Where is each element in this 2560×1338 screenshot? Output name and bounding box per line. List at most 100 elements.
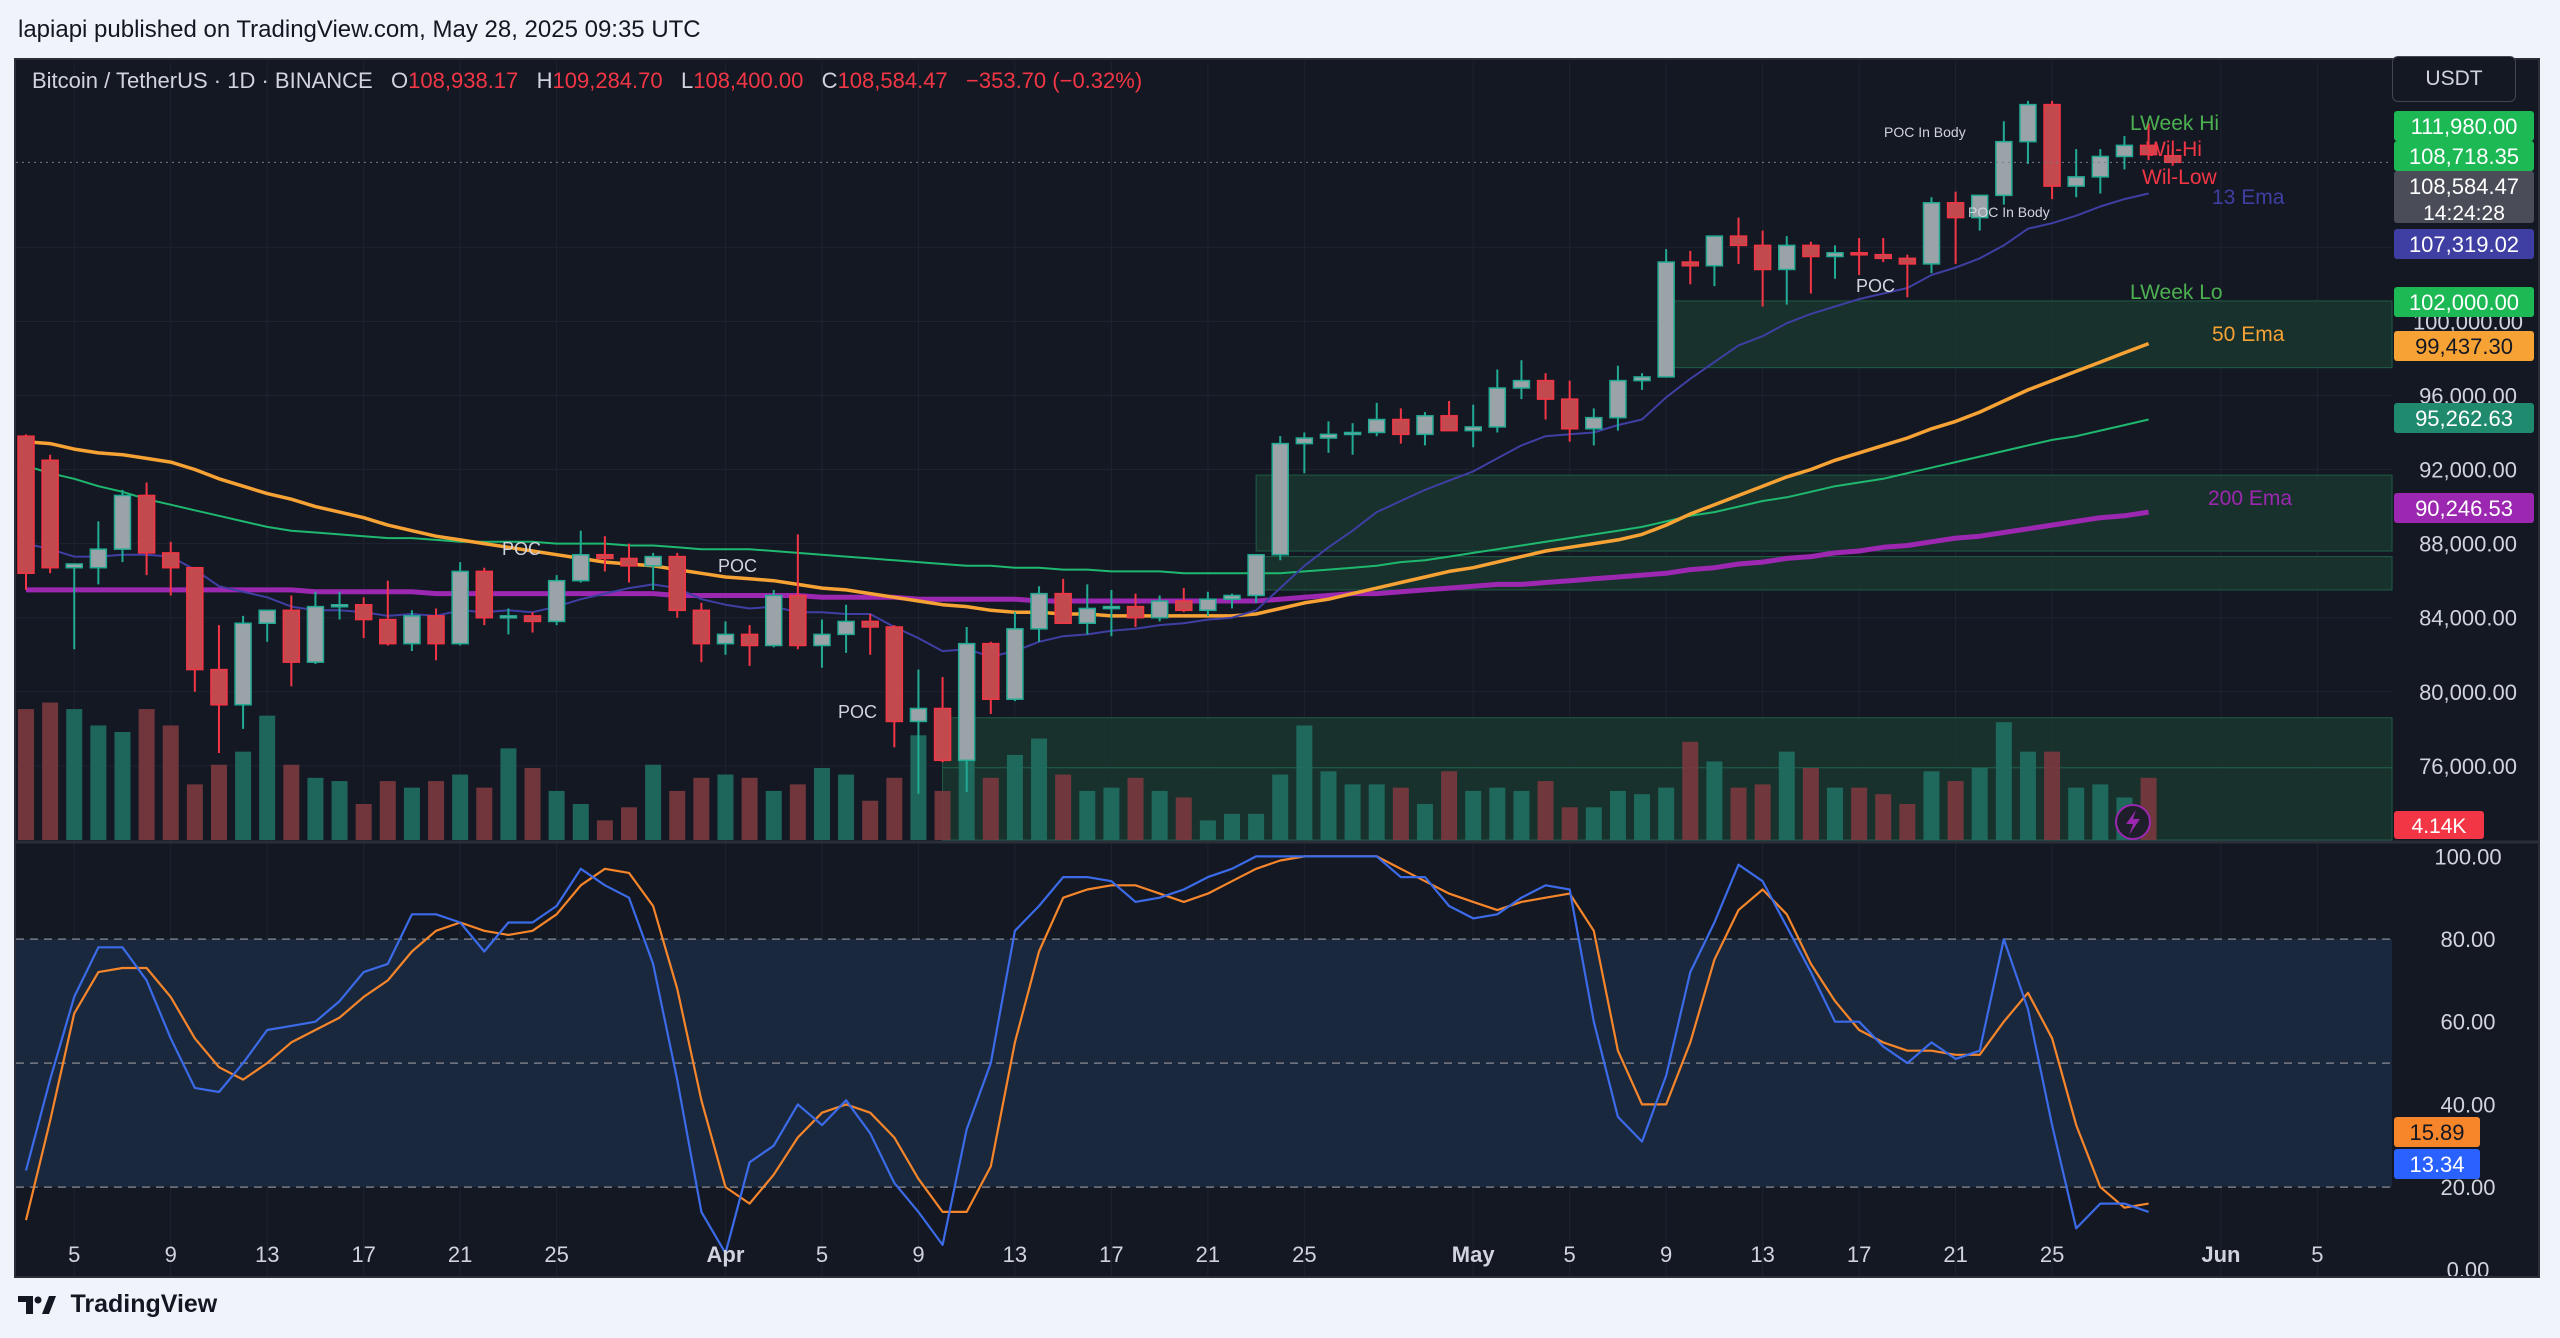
volume-bar xyxy=(1513,790,1530,840)
candle-body xyxy=(547,579,566,623)
oscillator-pane: 100.00 80.00 60.00 40.00 20.00 0.00 15.89 13.34 xyxy=(16,844,2502,1276)
volume-bar xyxy=(596,820,613,840)
time-tick-label: 5 xyxy=(2311,1242,2323,1267)
time-tick-label: 5 xyxy=(1564,1242,1576,1267)
candle-body xyxy=(2139,144,2158,156)
volume-bar xyxy=(42,702,59,840)
price-tag-lweek_hi: 111,980.00 xyxy=(2411,114,2518,139)
candle-body xyxy=(644,555,662,567)
volume-bar xyxy=(162,725,179,840)
price-tag-wil_hi-bg xyxy=(2394,141,2534,171)
volume-bar xyxy=(1706,761,1723,840)
time-tick-label: 25 xyxy=(1292,1242,1316,1267)
candle-body xyxy=(572,553,590,582)
volume-tag-bg xyxy=(2394,811,2484,839)
currency-unit-button[interactable]: USDT xyxy=(2392,56,2516,102)
volume-bar xyxy=(1802,768,1819,840)
candle-body xyxy=(523,615,542,623)
volume-bar xyxy=(1392,787,1409,840)
lightning-icon[interactable] xyxy=(2115,804,2151,840)
chart-frame[interactable]: POC POC POC POC POC In Body POC In Body … xyxy=(14,58,2540,1278)
candle-body xyxy=(1054,592,1072,625)
volume-bar xyxy=(741,777,758,840)
candle-body xyxy=(909,707,928,723)
price-tags: 111,980.00 108,718.35 108,584.47 107,319.02… xyxy=(2394,111,2534,839)
ema50-label: 50 Ema xyxy=(2212,323,2285,346)
stoch-k-line xyxy=(24,855,2149,1255)
candle-body xyxy=(1030,592,1048,630)
volume-bar xyxy=(1320,771,1337,840)
volume-bar xyxy=(331,781,348,840)
volume-bar xyxy=(379,781,396,840)
candle-body xyxy=(764,594,783,647)
time-tick-label: 5 xyxy=(816,1242,828,1267)
volume-bar xyxy=(1296,725,1313,840)
time-tick-label: 5 xyxy=(68,1242,80,1267)
chart-svg[interactable]: POC POC POC POC POC In Body POC In Body … xyxy=(16,60,2538,1276)
volume-bar xyxy=(1971,768,1988,840)
brand-name: TradingView xyxy=(70,1290,218,1318)
candle-body xyxy=(1826,252,1844,258)
time-tick-label: 17 xyxy=(1847,1242,1871,1267)
candle-body xyxy=(186,566,204,671)
candle-body xyxy=(740,633,759,647)
liquidity-zone xyxy=(1255,556,2393,591)
candle-body xyxy=(692,609,711,645)
poc-label-2: POC xyxy=(718,556,757,576)
candle-body xyxy=(1729,235,1748,247)
volume-bar xyxy=(1416,804,1433,840)
price-tag-ema50-bg xyxy=(2394,331,2534,361)
liquidity-zone xyxy=(942,717,2393,769)
price-tag-last-bg xyxy=(2394,171,2534,223)
stoch-k-tag-bg xyxy=(2394,1149,2480,1179)
volume-bar xyxy=(210,764,227,840)
candle-body xyxy=(1681,261,1700,267)
volume-bar xyxy=(982,777,999,840)
price-tick-label: 80,000.00 xyxy=(2419,680,2517,705)
volume-bar xyxy=(1947,781,1964,840)
volume-bar xyxy=(524,768,541,840)
candle-body xyxy=(354,603,373,621)
volume-bar xyxy=(1609,790,1626,840)
open-label: O xyxy=(391,68,409,93)
volume-bar xyxy=(1055,774,1072,840)
volume-bar xyxy=(1561,807,1578,840)
stoch-k-tag: 13.34 xyxy=(2409,1152,2464,1177)
open-value: 108,938.17 xyxy=(408,68,519,93)
stoch-tick-label: 100.00 xyxy=(2434,844,2501,869)
lweek-lo-label: LWeek Lo xyxy=(2130,281,2223,304)
time-tick-label: 21 xyxy=(1196,1242,1220,1267)
volume-bar xyxy=(2092,784,2109,840)
candle-body xyxy=(161,552,180,569)
price-tag-green-bg xyxy=(2394,403,2534,433)
time-axis[interactable]: 5 9 13 17 21 25 Apr 5 9 13 17 21 25 May 5 9 13 17 21 25 Jun 5 xyxy=(16,1242,2538,1276)
candle-body xyxy=(1247,553,1265,597)
candle-body xyxy=(1585,416,1603,430)
volume-tag: 4.14K xyxy=(2412,815,2467,838)
volume-bar xyxy=(66,709,83,840)
lightning-icon-bolt[interactable] xyxy=(2126,810,2140,835)
price-tag-ema50: 99,437.30 xyxy=(2415,334,2513,359)
candle-body xyxy=(1006,628,1024,700)
candle-body xyxy=(1078,607,1097,625)
time-tick-label: 13 xyxy=(1003,1242,1027,1267)
volume-bar xyxy=(2019,751,2036,840)
candle-body xyxy=(1271,442,1289,556)
candle-body xyxy=(89,548,108,569)
volume-bar xyxy=(645,764,662,840)
candle-body xyxy=(2115,144,2134,158)
candle-body xyxy=(1850,252,1868,256)
volume-bar xyxy=(2044,751,2061,840)
time-tick-label: 9 xyxy=(1660,1242,1672,1267)
price-tag-ema200-bg xyxy=(2394,493,2534,523)
volume-bar xyxy=(1827,787,1843,840)
volume-bar xyxy=(1995,722,2012,840)
volume-bar xyxy=(428,781,445,840)
candle-body xyxy=(1512,379,1531,389)
volume-bar xyxy=(114,732,131,840)
volume-bar xyxy=(1682,741,1699,840)
volume-bar xyxy=(1537,781,1554,840)
price-tag-last: 108,584.47 xyxy=(2409,174,2519,199)
stoch-tick-label: 0.00 xyxy=(2447,1258,2490,1276)
candle-body xyxy=(885,626,904,723)
